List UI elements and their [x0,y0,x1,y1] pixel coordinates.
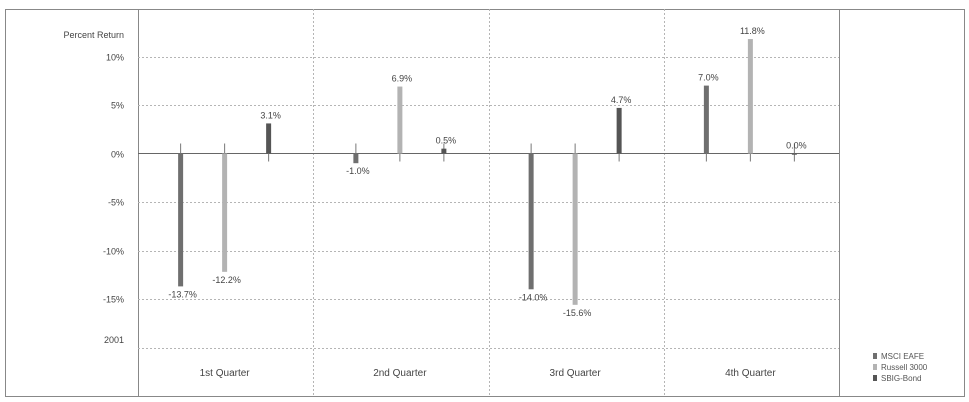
legend-label: SBIG-Bond [881,374,921,383]
y-tick-label: -10% [103,247,124,257]
grid [138,9,839,396]
category-label: 1st Quarter [200,368,251,379]
bar [747,39,753,154]
data-label: -14.0% [519,292,548,302]
bar [222,153,228,272]
bar [397,86,403,154]
bar [353,153,359,164]
bar [266,123,272,154]
data-label: 7.0% [698,73,719,83]
y-tick-label: 10% [106,53,124,63]
data-label: -12.2% [212,275,241,285]
legend-label: Russell 3000 [881,363,928,372]
period-label: 2001 [104,335,124,345]
y-tick-label: 5% [111,101,124,111]
data-label: 0.0% [786,141,807,151]
bar [616,107,622,154]
y-axis-title: Percent Return [63,30,124,40]
y-tick-label: -5% [108,198,124,208]
data-label: 0.5% [436,136,457,146]
bar [572,153,578,305]
legend-label: MSCI EAFE [881,352,924,361]
data-label: -1.0% [346,166,370,176]
chart-frame [5,9,965,397]
category-label: 4th Quarter [725,368,776,379]
bar [528,153,534,290]
data-label: -15.6% [563,308,592,318]
data-label: 11.8% [740,26,765,36]
labels: 10% 5% 0% -5% -10% -15% -13.7% -12.2% 3.1% 1st Qu… [103,26,807,379]
data-label: 3.1% [260,110,281,120]
bar [703,85,709,154]
y-tick-label: 0% [111,150,124,160]
data-label: 6.9% [392,74,413,84]
bar [178,153,184,287]
category-label: 2nd Quarter [373,368,427,379]
y-tick-label: -15% [103,295,124,305]
legend-swatch [873,353,877,359]
bars [178,39,797,305]
data-label: 4.7% [611,95,632,105]
bar [791,153,797,155]
bar [441,148,447,154]
legend: MSCI EAFE Russell 3000 SBIG-Bond [873,352,928,383]
data-label: -13.7% [168,289,197,299]
legend-swatch [873,375,877,381]
category-label: 3rd Quarter [550,368,602,379]
legend-swatch [873,364,877,370]
